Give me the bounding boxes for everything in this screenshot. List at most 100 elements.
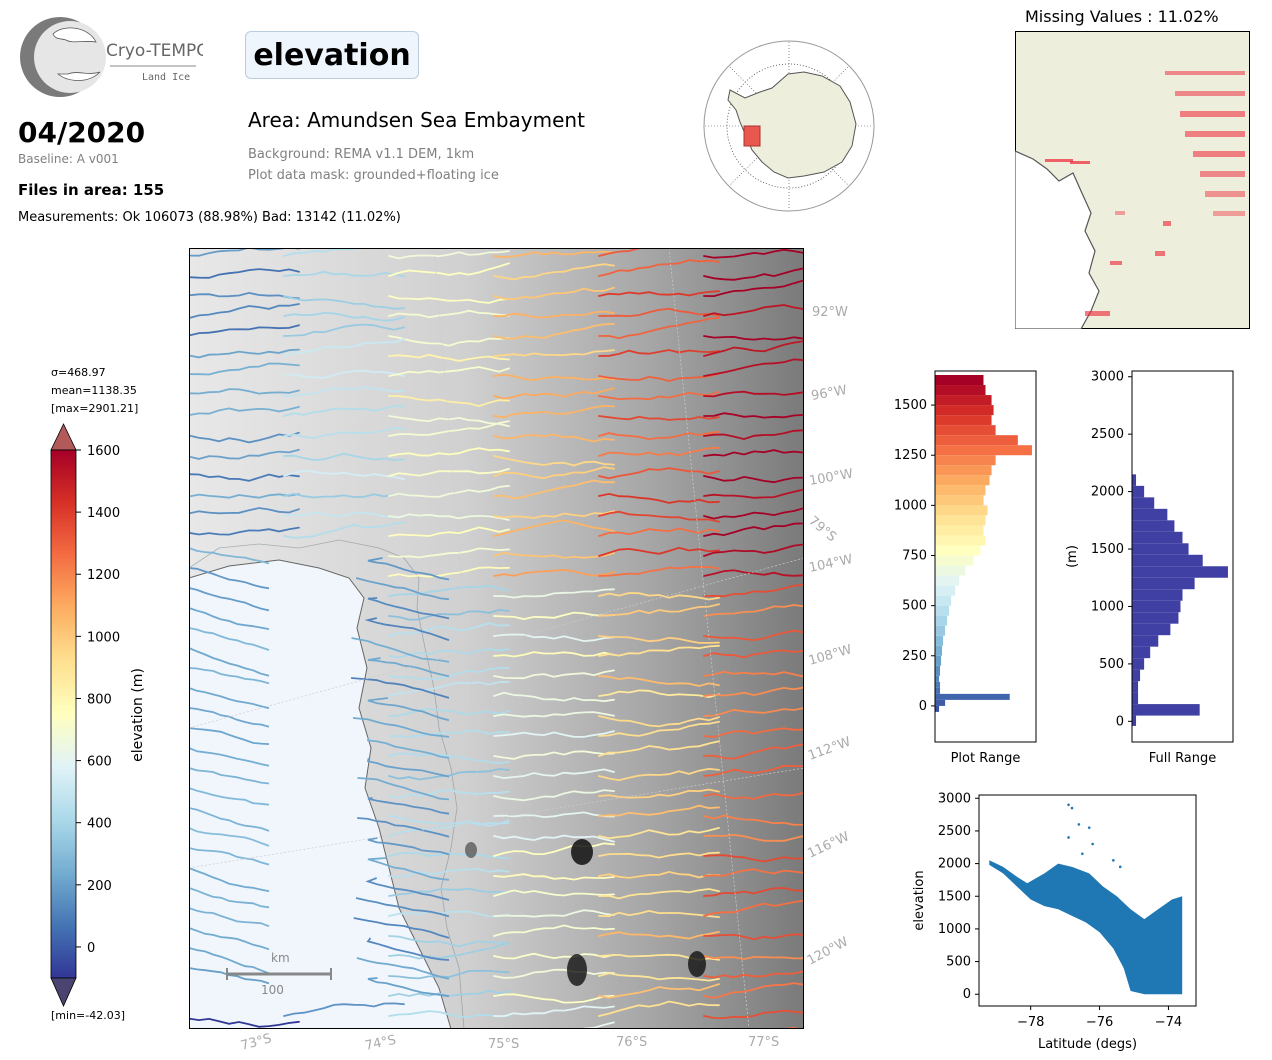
elevation-track [189,567,270,590]
elevation-track [388,851,510,860]
elevation-track [189,907,270,928]
scatter-point [1077,823,1081,826]
elevation-track [189,431,300,444]
elevation-track [493,455,615,467]
scatter-point [1070,806,1074,810]
files-label: Files in area: 155 [18,181,165,199]
elevation-track [578,1021,615,1029]
elevation-track [388,815,510,826]
histogram-bar [935,385,986,396]
elevation-track [493,750,615,760]
elevation-track [367,977,450,998]
elevation-track [598,827,720,840]
y-tick-label: 0 [963,987,971,1002]
lat-label-77s: 77°S [748,1035,779,1050]
elevation-track [598,715,720,728]
histogram-bar [935,465,992,476]
elevation-track [493,551,615,559]
lat-label-79s: 79°S [805,514,839,546]
elevation-track [357,777,450,801]
elevation-track [355,577,450,601]
scatter-point [1112,859,1115,862]
elevation-track [703,429,804,441]
x-tick-label: −78 [1017,1015,1044,1030]
elevation-track [703,814,804,826]
elevation-track [283,492,405,499]
elevation-track [388,447,510,457]
lat-label-75s: 75°S [488,1037,519,1052]
colorbar-tick-label: 1000 [87,630,120,645]
cryo-tempo-logo: Cryo-TEMPO Land Ice [20,17,203,97]
elevation-track [189,473,300,482]
elevation-track [493,588,615,599]
elevation-track [493,433,615,443]
elevation-track [493,909,615,918]
y-tick-label: 500 [902,599,927,614]
elevation-track [388,335,510,347]
elevation-track [703,764,804,777]
elevation-track [598,372,720,382]
colorbar-sigma: σ=468.97 [51,366,106,379]
histogram-bar [1132,577,1195,590]
histogram-bars [1132,474,1228,726]
histogram-bar [1132,520,1175,532]
elevation-track [703,488,804,499]
elevation-track [493,993,615,1004]
scatter-point [1081,852,1084,856]
histogram-bar [1132,497,1155,509]
histogram-bar [935,693,1010,700]
elevation-track [598,316,720,340]
elevation-track [388,250,510,260]
histogram-bars [935,375,1032,712]
lat-label-76s: 76°S [616,1035,647,1050]
scatter-point [1118,865,1122,869]
elevation-track [493,250,615,259]
x-axis-label: Latitude (degs) [1038,1037,1137,1052]
elevation-track [388,868,510,879]
elevation-track [189,348,300,359]
background-label: Background: REMA v1.1 DEM, 1km [248,147,475,162]
elevation-track [493,889,615,897]
elevation-track [493,711,615,718]
elevation-track [493,387,615,400]
dem-void-2 [567,954,587,986]
elevation-track [703,304,804,317]
elevation-track [598,870,720,879]
elevation-track [189,268,300,279]
elevation-track [189,647,270,677]
elevation-track [283,1002,405,1017]
colorbar-max: [max=2901.21] [51,402,139,415]
elevation-track [598,430,720,441]
histogram-bar [1132,508,1168,521]
elevation-track [367,837,450,856]
elevation-track [364,617,450,642]
y-tick-label: 1000 [938,922,971,937]
colorbar-tick-label: 600 [87,755,112,770]
histogram-bar [935,699,946,706]
histogram-bar [935,625,946,636]
histogram-bar [1132,543,1189,555]
elevation-track [598,972,720,982]
elevation-track [703,248,804,259]
elevation-track [189,887,270,909]
elevation-track [367,557,450,581]
lat-label-74s: 74°S [364,1033,398,1054]
elevation-track [598,1000,720,1017]
page-title: elevation [245,31,419,79]
elevation-track [703,1009,804,1020]
elevation-track [598,888,720,900]
y-tick-label: 1500 [1091,542,1124,557]
elevation-track [598,931,720,940]
elevation-track [283,452,405,461]
elevation-track [598,390,720,401]
elevation-track [366,737,450,759]
colorbar-label: elevation (m) [130,668,146,762]
map-latitude-labels: 73°S 74°S 75°S 76°S 77°S [239,1031,779,1054]
colorbar-tick-label: 1600 [87,444,120,459]
lon-label-116w: 116°W [805,829,852,861]
elevation-track [283,426,405,440]
elevation-track [388,819,510,837]
colorbar-min-extension [50,977,77,1007]
elevation-track [598,644,720,657]
elevation-track [493,768,615,780]
